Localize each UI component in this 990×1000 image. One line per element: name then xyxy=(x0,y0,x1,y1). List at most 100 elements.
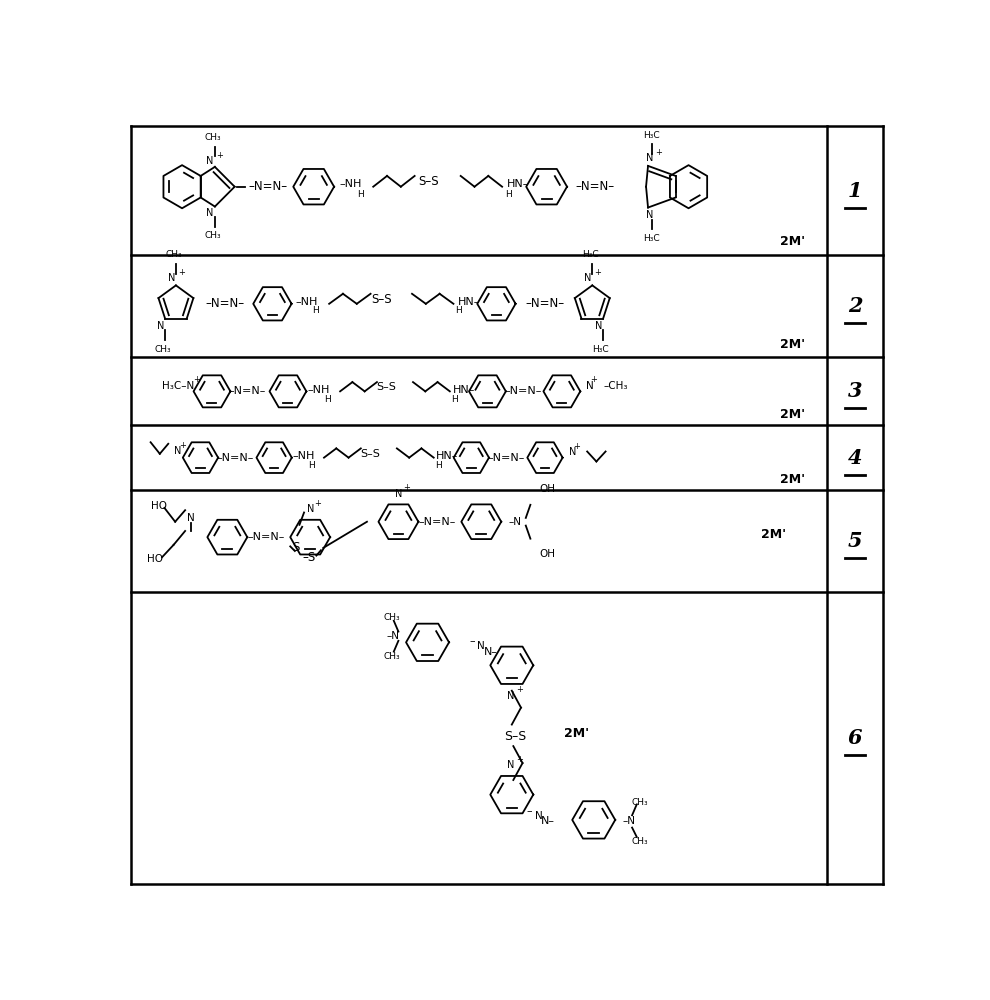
Text: 3: 3 xyxy=(847,381,862,401)
Text: HN–: HN– xyxy=(507,179,530,189)
Text: 6: 6 xyxy=(847,728,862,748)
Text: CH₃: CH₃ xyxy=(165,250,182,259)
Text: 2M': 2M' xyxy=(760,528,786,541)
Text: –N=N–: –N=N– xyxy=(576,180,615,193)
Text: S–S: S–S xyxy=(360,449,380,459)
Text: –N=N–: –N=N– xyxy=(487,453,525,463)
Text: –N: –N xyxy=(387,631,400,641)
Text: N: N xyxy=(167,273,175,283)
Text: –NH: –NH xyxy=(308,385,330,395)
Text: H₃C: H₃C xyxy=(644,131,660,140)
Text: OH: OH xyxy=(540,549,555,559)
Text: N: N xyxy=(307,504,314,514)
Text: –NH: –NH xyxy=(292,451,315,461)
Text: –S: –S xyxy=(302,551,315,564)
Text: N: N xyxy=(156,321,164,331)
Text: 4: 4 xyxy=(847,448,862,468)
Text: S–S: S–S xyxy=(371,293,392,306)
Text: H₃C–N: H₃C–N xyxy=(162,381,194,391)
Text: +: + xyxy=(516,755,523,764)
Text: –NH: –NH xyxy=(339,179,361,189)
Text: –NH: –NH xyxy=(296,297,318,307)
Text: N: N xyxy=(206,156,213,166)
Text: –N=N–: –N=N– xyxy=(504,386,542,396)
Text: S–S: S–S xyxy=(376,382,396,392)
Text: –N=N–: –N=N– xyxy=(248,532,285,542)
Text: HN–: HN– xyxy=(452,385,475,395)
Text: H: H xyxy=(505,190,512,199)
Text: 2M': 2M' xyxy=(780,235,805,248)
Text: –: – xyxy=(527,806,532,816)
Text: HO: HO xyxy=(150,501,166,511)
Text: OH: OH xyxy=(540,484,555,494)
Text: +: + xyxy=(179,441,186,450)
Text: +: + xyxy=(591,375,598,384)
Text: H: H xyxy=(324,395,331,404)
Text: H: H xyxy=(435,461,442,470)
Text: N: N xyxy=(645,153,653,163)
Text: H₃C: H₃C xyxy=(644,234,660,243)
Text: CH₃: CH₃ xyxy=(632,837,648,846)
Text: –N=N–: –N=N– xyxy=(216,453,253,463)
Text: CH₃: CH₃ xyxy=(204,231,221,240)
Text: H: H xyxy=(451,395,457,404)
Text: N: N xyxy=(507,691,514,701)
Text: –: – xyxy=(469,636,475,646)
Text: HN–: HN– xyxy=(457,297,480,307)
Text: N: N xyxy=(187,513,194,523)
Text: +: + xyxy=(193,375,200,384)
Text: –CH₃: –CH₃ xyxy=(603,381,628,391)
Text: H: H xyxy=(308,461,315,470)
Text: –N=N–: –N=N– xyxy=(229,386,266,396)
Text: –N=N–: –N=N– xyxy=(525,297,564,310)
Text: N: N xyxy=(395,489,402,499)
Text: S: S xyxy=(293,541,300,554)
Text: +: + xyxy=(573,442,580,451)
Text: +: + xyxy=(655,148,662,157)
Text: H₃C: H₃C xyxy=(592,345,609,354)
Text: –N=N–: –N=N– xyxy=(419,517,456,527)
Text: N: N xyxy=(173,446,181,456)
Text: +: + xyxy=(216,151,223,160)
Text: 2M': 2M' xyxy=(780,473,805,486)
Text: +: + xyxy=(516,685,523,694)
Text: 2M': 2M' xyxy=(564,727,590,740)
Text: N: N xyxy=(586,381,594,391)
Text: +: + xyxy=(178,268,185,277)
Text: N: N xyxy=(584,273,591,283)
Text: +: + xyxy=(403,483,410,492)
Text: –N: –N xyxy=(623,816,636,826)
Text: S–S: S–S xyxy=(505,730,527,743)
Text: HN–: HN– xyxy=(437,451,458,461)
Text: N: N xyxy=(645,210,653,220)
Text: N–: N– xyxy=(483,647,497,657)
Text: H: H xyxy=(455,306,462,315)
Text: H: H xyxy=(357,190,364,199)
Text: –N=N–: –N=N– xyxy=(248,180,287,193)
Text: CH₃: CH₃ xyxy=(204,133,221,142)
Text: CH₃: CH₃ xyxy=(384,652,401,661)
Text: 2M': 2M' xyxy=(780,408,805,421)
Text: +: + xyxy=(315,499,322,508)
Text: CH₃: CH₃ xyxy=(384,613,401,622)
Text: –N: –N xyxy=(509,517,522,527)
Text: N: N xyxy=(206,208,213,218)
Text: H₃C: H₃C xyxy=(582,250,598,259)
Text: N: N xyxy=(568,447,576,457)
Text: N–: N– xyxy=(541,816,554,826)
Text: CH₃: CH₃ xyxy=(632,798,648,807)
Text: –N=N–: –N=N– xyxy=(205,297,245,310)
Text: HO: HO xyxy=(147,554,162,564)
Text: N: N xyxy=(595,321,602,331)
Text: 1: 1 xyxy=(847,181,862,201)
Text: CH₃: CH₃ xyxy=(154,345,171,354)
Text: H: H xyxy=(312,306,319,315)
Text: +: + xyxy=(594,268,601,277)
Text: 2: 2 xyxy=(847,296,862,316)
Text: 2M': 2M' xyxy=(780,338,805,351)
Text: S–S: S–S xyxy=(418,175,439,188)
Text: N: N xyxy=(535,811,543,821)
Text: N: N xyxy=(477,641,485,651)
Text: N: N xyxy=(507,760,514,770)
Text: 5: 5 xyxy=(847,531,862,551)
